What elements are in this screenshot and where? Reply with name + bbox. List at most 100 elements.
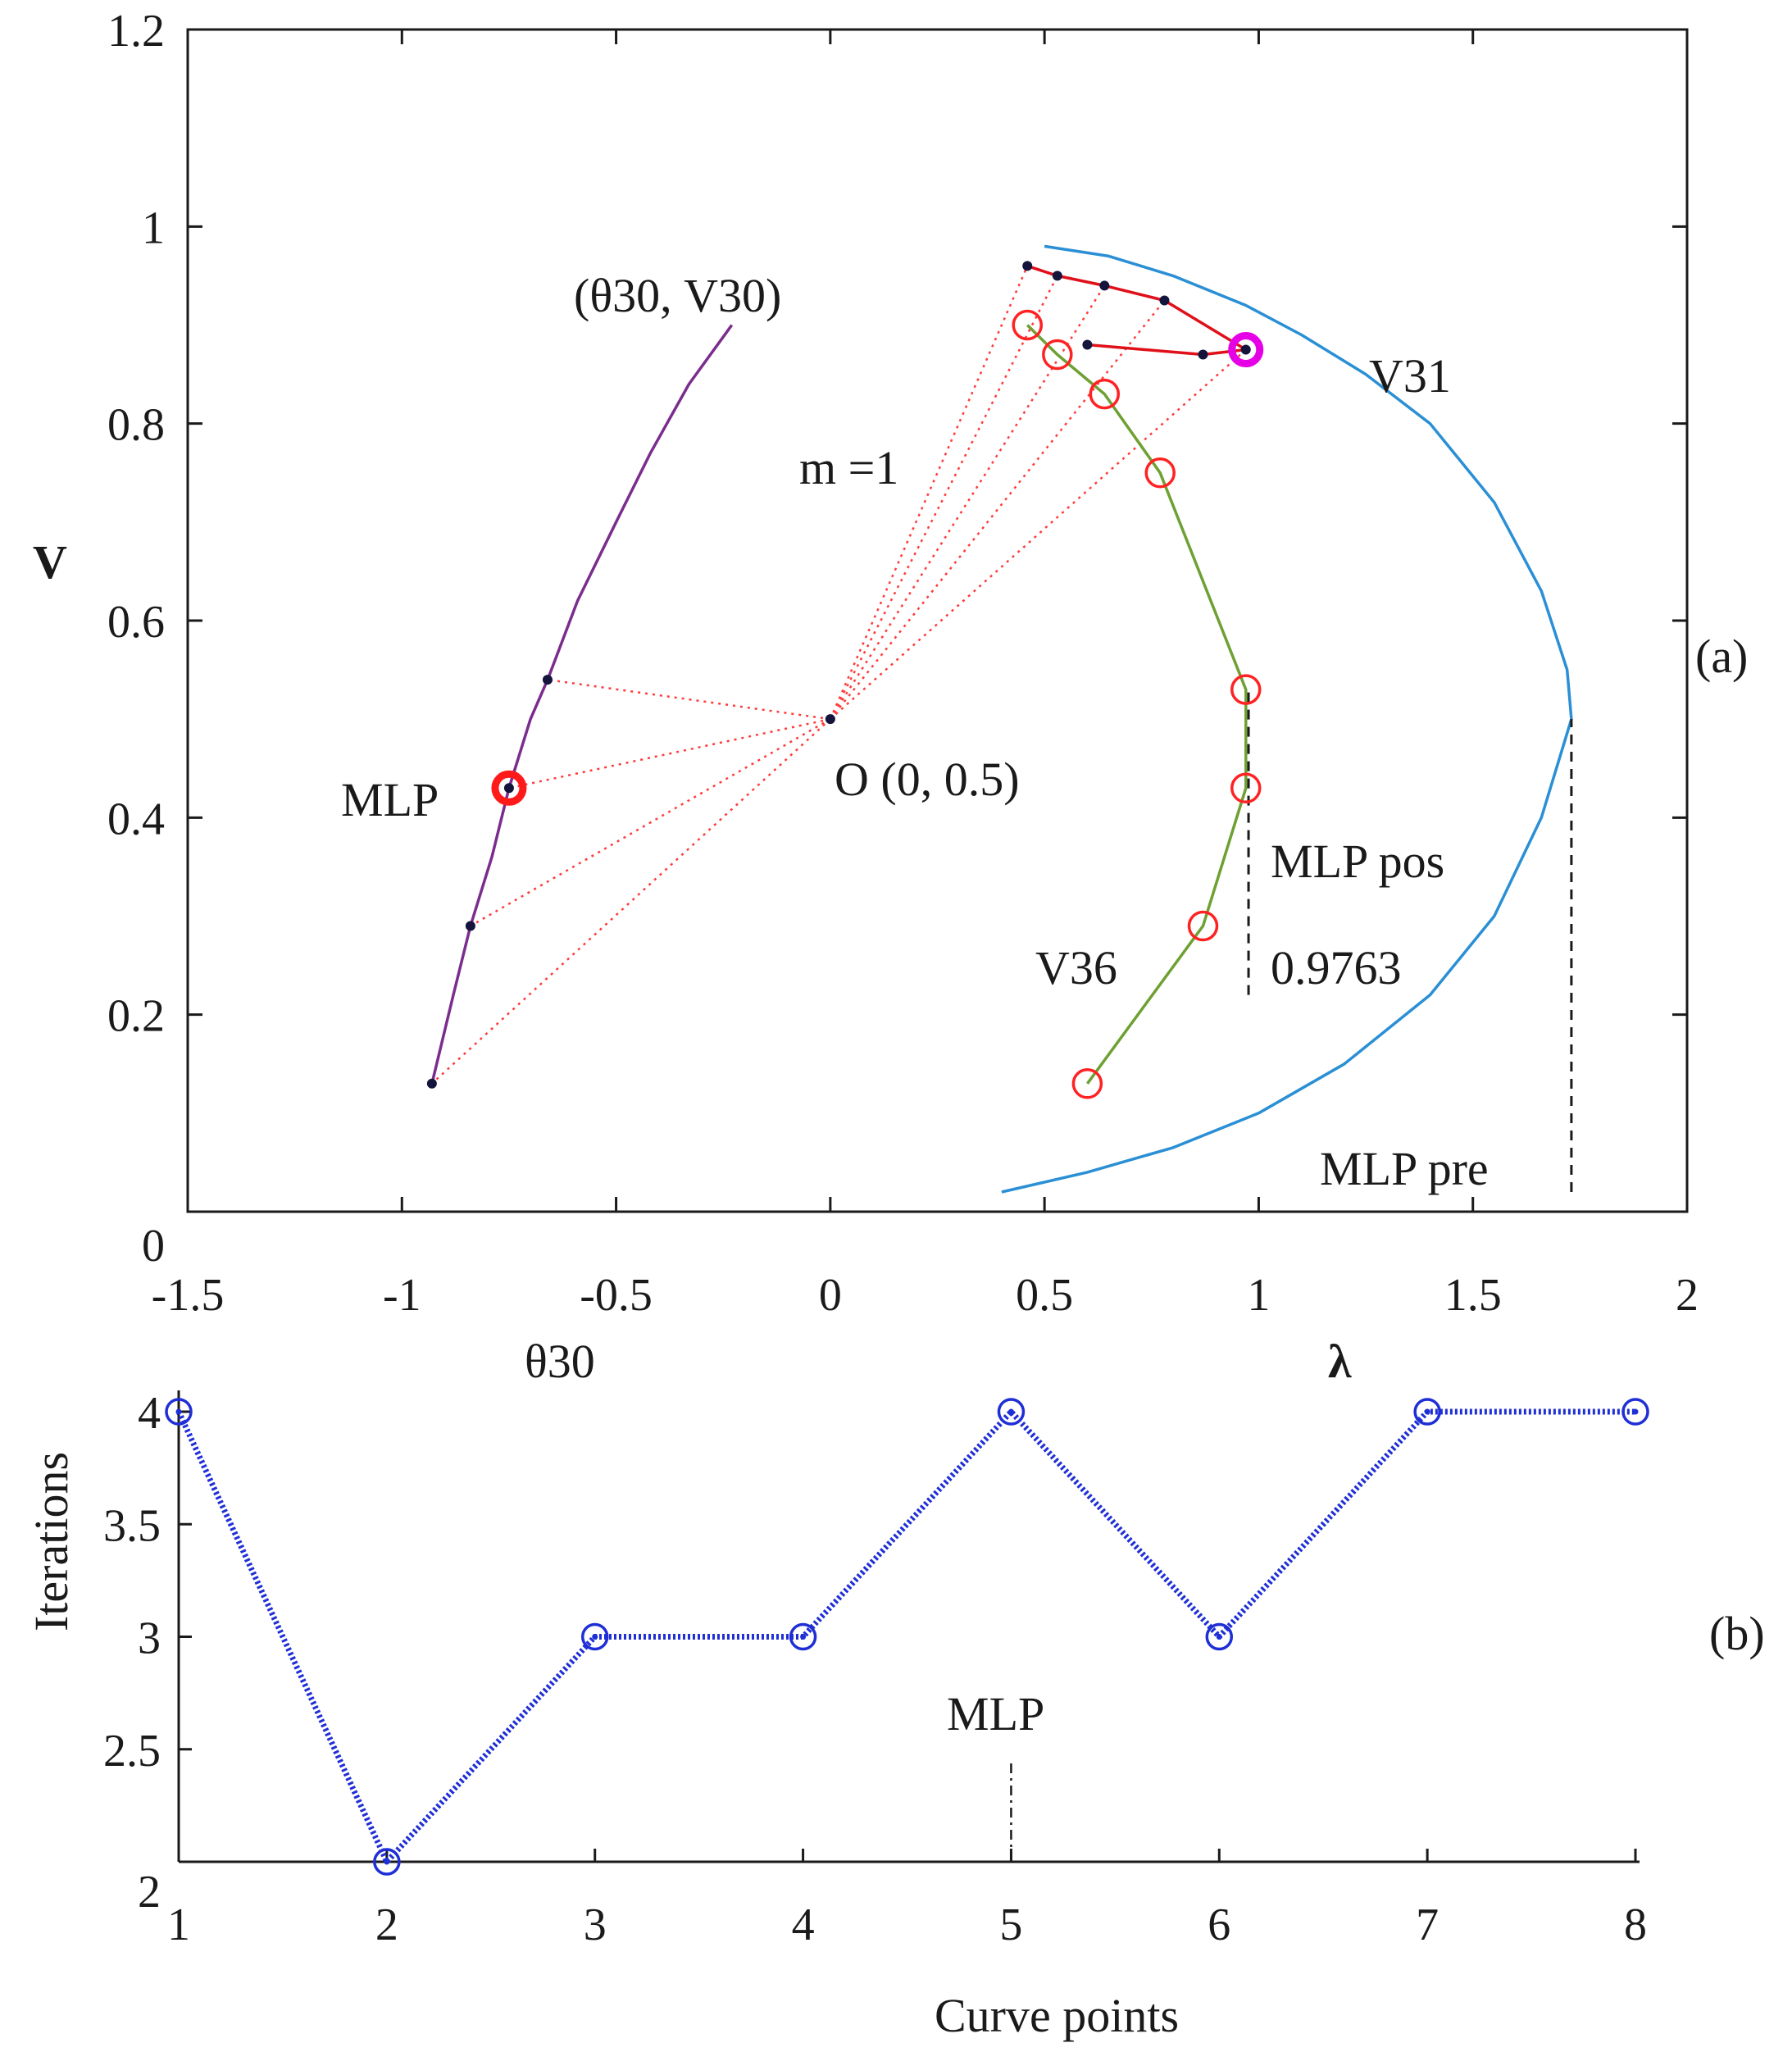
- ray-line: [547, 678, 831, 721]
- x-tick-label: -1.5: [152, 1270, 225, 1321]
- v36-point: [1089, 378, 1121, 410]
- v36-point: [1012, 309, 1043, 341]
- annotation-m1: m =1: [799, 441, 898, 494]
- panel-a-ylabel: V: [33, 535, 67, 589]
- x-tick-label: 7: [1416, 1899, 1439, 1950]
- data-point-dot: [426, 1078, 437, 1089]
- data-point-dot: [1022, 261, 1033, 271]
- series-line: [1087, 343, 1246, 357]
- panel-b-xlabel: Curve points: [935, 1989, 1179, 2042]
- panel-a-xlabel-left: θ30: [525, 1335, 595, 1388]
- y-tick-label: 0.4: [107, 794, 165, 844]
- v36-point: [1144, 457, 1176, 489]
- y-tick-label: 0.6: [107, 597, 165, 648]
- panel-a: -1.5 -1 -0.5 0 0.5 1 1.5 2 0 0.2 0.4 0.6 0.8 1 1.2 V θ…: [33, 6, 1748, 1388]
- ray-line: [829, 265, 1029, 720]
- mlp-left-marker: [491, 770, 527, 806]
- v36-point: [1042, 339, 1073, 371]
- annotation-mlp-left: MLP: [341, 773, 439, 826]
- annotation-mlp-pos-value: 0.9763: [1271, 941, 1402, 994]
- data-point-dot: [1240, 344, 1251, 355]
- x-tick-label: 0: [819, 1270, 842, 1321]
- annotation-v36: V36: [1035, 941, 1117, 994]
- x-tick-label: 4: [792, 1899, 815, 1950]
- iteration-point-center: [175, 1408, 182, 1415]
- x-tick-label: 2: [375, 1899, 398, 1950]
- panel-b-ticks: 1 2 3 4 5 6 7 822.533.54: [103, 1388, 1647, 1950]
- x-tick-label: -1: [383, 1270, 421, 1321]
- x-tick-label: 5: [999, 1899, 1022, 1950]
- iteration-point-center: [592, 1634, 598, 1640]
- ray-line: [829, 299, 1166, 720]
- series-line: [1001, 244, 1573, 1194]
- v36-point: [1187, 910, 1219, 942]
- iteration-point-center: [1007, 1408, 1014, 1415]
- iteration-point: [1205, 1622, 1234, 1651]
- iteration-point: [580, 1622, 609, 1651]
- iteration-point: [165, 1398, 193, 1426]
- panel-a-xlabel-right: λ: [1328, 1335, 1352, 1388]
- data-point-dot: [542, 675, 553, 685]
- v36-point: [1071, 1068, 1103, 1099]
- mlp-right-marker: [1228, 332, 1264, 368]
- y-tick-label: 0: [142, 1221, 165, 1272]
- y-tick-label: 1.2: [107, 6, 165, 57]
- iteration-point: [1413, 1398, 1441, 1426]
- panel-a-panel-label: (a): [1695, 630, 1748, 683]
- iteration-point: [1621, 1398, 1649, 1426]
- annotation-mlp-pos: MLP pos: [1271, 835, 1444, 888]
- data-point-dot: [465, 921, 475, 931]
- iteration-point-center: [1424, 1408, 1430, 1415]
- iteration-point-center: [1632, 1408, 1639, 1415]
- y-tick-label: 2: [138, 1867, 161, 1918]
- panel-b: 1 2 3 4 5 6 7 822.533.54 Curve points Iteration…: [25, 1388, 1765, 2042]
- x-tick-label: 3: [584, 1899, 607, 1950]
- ray-line: [431, 718, 831, 1085]
- iteration-point: [789, 1622, 817, 1651]
- annotation-origin: O (0, 0.5): [835, 753, 1020, 806]
- data-point-dot: [503, 783, 514, 794]
- panel-a-frame: [186, 28, 1689, 1213]
- ray-line: [470, 718, 831, 927]
- data-point-dot: [1052, 271, 1062, 281]
- data-point-dot: [1159, 295, 1170, 306]
- annotation-v31: V31: [1369, 349, 1451, 403]
- x-tick-label: 0.5: [1016, 1270, 1073, 1321]
- y-tick-label: 0.2: [107, 991, 165, 1042]
- panel-b-ylabel: Iterations: [25, 1452, 78, 1631]
- v36-point: [1230, 772, 1262, 804]
- panel-b-series: [165, 1398, 1649, 1876]
- data-point-dot: [1099, 280, 1110, 291]
- x-tick-label: 2: [1676, 1270, 1699, 1321]
- iteration-point: [373, 1848, 401, 1876]
- annotation-mlp-pre: MLP pre: [1320, 1142, 1489, 1195]
- y-tick-label: 2.5: [103, 1726, 161, 1777]
- panel-b-panel-label: (b): [1709, 1607, 1765, 1660]
- iteration-point-center: [384, 1859, 390, 1865]
- y-tick-label: 3: [138, 1613, 161, 1664]
- x-tick-label: 1: [167, 1899, 190, 1950]
- annotation-theta-v30: (θ30, V30): [574, 269, 781, 322]
- y-tick-label: 0.8: [107, 400, 165, 451]
- x-tick-label: 8: [1624, 1899, 1647, 1950]
- data-point-dot: [1082, 339, 1093, 350]
- iteration-point: [997, 1398, 1026, 1426]
- panel-a-rays: [431, 265, 1247, 1085]
- ray-line: [829, 284, 1106, 720]
- x-tick-label: 1: [1247, 1270, 1270, 1321]
- ray-line: [508, 717, 831, 789]
- panel-a-series: [430, 244, 1573, 1194]
- origin-point: [825, 714, 835, 725]
- iteration-point-center: [800, 1634, 807, 1640]
- y-tick-label: 4: [138, 1388, 161, 1439]
- ray-line: [829, 275, 1058, 720]
- series-line: [1026, 324, 1248, 1085]
- x-tick-label: 1.5: [1444, 1270, 1502, 1321]
- x-tick-label: -0.5: [580, 1270, 653, 1321]
- series-line: [430, 324, 734, 1085]
- y-tick-label: 3.5: [103, 1500, 161, 1551]
- iteration-point-center: [1216, 1634, 1222, 1640]
- y-tick-label: 1: [142, 202, 165, 253]
- data-point-dot: [1198, 349, 1208, 360]
